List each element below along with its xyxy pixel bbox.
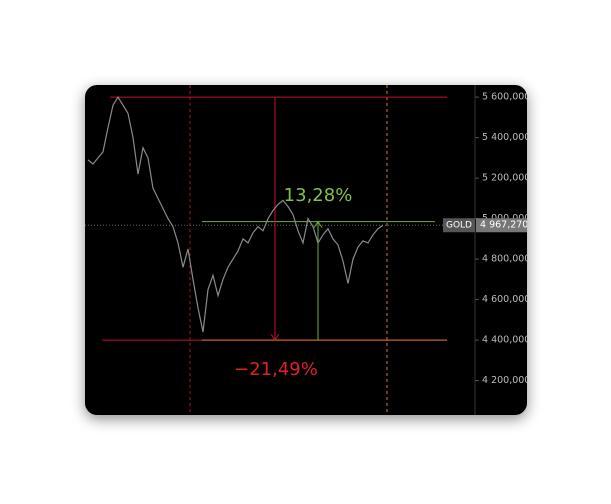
- y-tick-label: 4 600,000: [482, 294, 530, 305]
- last-value-label: 4 967,270: [480, 220, 528, 231]
- percent-annotation: −21,49%: [234, 359, 318, 380]
- price-line: [87, 95, 384, 333]
- measure-arrow: [270, 333, 280, 341]
- y-tick-label: 4 400,000: [482, 335, 530, 346]
- symbol-tag: [443, 218, 475, 233]
- percent-annotation: 13,28%: [284, 185, 353, 206]
- y-tick-label: 5 400,000: [482, 132, 530, 143]
- chart-card: [85, 85, 527, 415]
- y-tick-label: 4 200,000: [482, 375, 530, 386]
- measure-arrow: [313, 220, 323, 228]
- y-tick-label: 5 200,000: [482, 173, 530, 184]
- y-tick-label: 5 600,000: [482, 92, 530, 103]
- symbol-label: GOLD: [446, 221, 472, 231]
- last-value-box: [476, 218, 527, 233]
- y-tick-label: 4 800,000: [482, 254, 530, 265]
